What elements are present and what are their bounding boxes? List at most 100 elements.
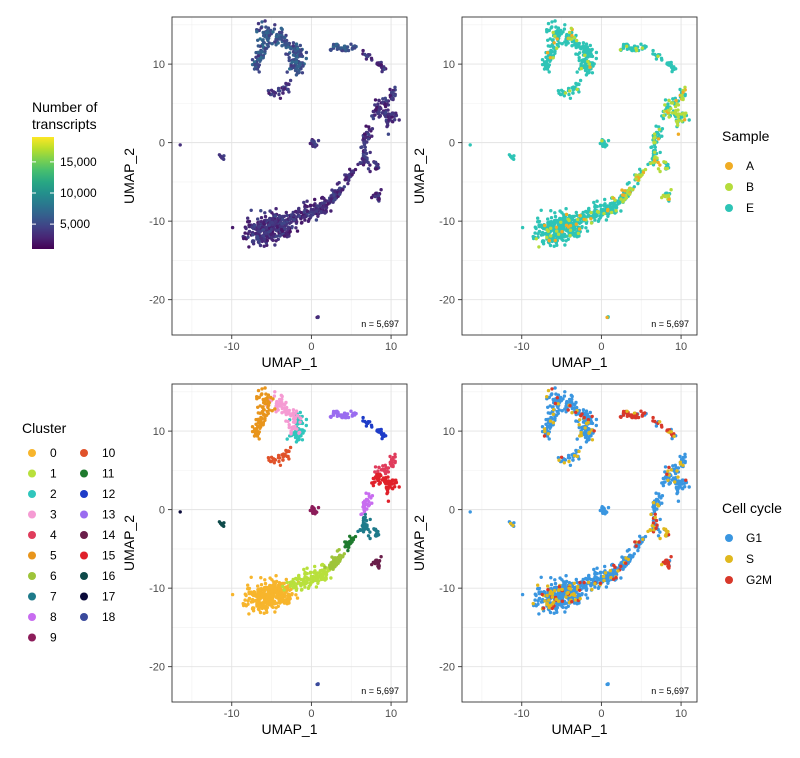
data-point [565, 32, 569, 37]
data-point [287, 56, 291, 60]
data-point [568, 233, 572, 238]
data-point [578, 596, 582, 601]
data-point [593, 215, 597, 219]
data-point [288, 584, 292, 588]
y-tick-label: -20 [149, 295, 165, 307]
data-point [397, 118, 401, 122]
data-point [555, 605, 559, 610]
data-point [657, 500, 661, 504]
data-point [258, 59, 262, 63]
data-point [554, 392, 558, 396]
data-point [393, 452, 397, 456]
data-point [593, 582, 597, 586]
data-point [654, 424, 659, 428]
data-point [550, 595, 555, 599]
data-point [621, 409, 626, 414]
data-point [250, 425, 255, 429]
data-point [674, 98, 678, 103]
data-point [247, 219, 252, 224]
data-point [656, 534, 661, 538]
data-point [263, 49, 267, 53]
data-point [572, 402, 576, 407]
data-point [548, 243, 553, 248]
x-tick-label: 10 [675, 708, 687, 720]
data-point [258, 230, 262, 234]
data-point [310, 506, 314, 510]
data-point [256, 217, 260, 221]
data-point [546, 411, 550, 415]
data-point [346, 415, 351, 420]
data-point [581, 408, 586, 412]
data-point [540, 592, 544, 597]
data-point [566, 590, 570, 595]
legend-key [80, 469, 88, 478]
data-point [303, 203, 307, 208]
data-point [568, 228, 573, 232]
data-point [264, 25, 268, 29]
data-point [291, 41, 296, 45]
data-point [373, 480, 377, 484]
data-point [369, 423, 374, 427]
legend-key [80, 449, 88, 457]
data-point [575, 213, 579, 218]
legend-label: 5 [50, 549, 57, 563]
data-point [584, 421, 589, 426]
data-point [661, 483, 666, 488]
data-point [614, 576, 618, 580]
data-point [282, 87, 287, 91]
data-point [557, 41, 561, 45]
points [468, 386, 691, 687]
data-point [385, 121, 390, 125]
data-point [380, 69, 384, 74]
data-point [368, 150, 372, 155]
data-point [321, 577, 326, 581]
data-point [358, 161, 362, 165]
data-point [639, 42, 643, 46]
data-point [595, 209, 600, 214]
data-point [303, 218, 307, 222]
data-point [675, 488, 680, 492]
data-point [596, 219, 601, 223]
data-point [374, 534, 378, 538]
data-point [305, 209, 310, 213]
data-point [267, 408, 271, 412]
data-point [580, 592, 584, 596]
data-point [304, 417, 309, 422]
data-point [650, 524, 654, 528]
data-point [543, 590, 547, 595]
data-point [339, 413, 343, 417]
data-point [298, 410, 302, 415]
data-point [272, 594, 276, 598]
data-point [257, 608, 261, 612]
colorbar-tick-label: 5,000 [60, 217, 90, 231]
data-point [348, 534, 352, 538]
data-point [374, 191, 378, 195]
data-point [552, 611, 556, 615]
data-point [272, 394, 277, 398]
data-point [605, 315, 609, 320]
data-point [381, 100, 385, 105]
data-point [255, 234, 259, 239]
data-point [272, 227, 276, 231]
data-point [594, 50, 599, 55]
data-point [267, 41, 271, 45]
data-point [287, 221, 292, 225]
data-point [282, 601, 287, 605]
data-point [244, 593, 248, 598]
data-point [576, 584, 580, 589]
data-point [384, 114, 388, 119]
data-point [654, 518, 659, 523]
data-point [329, 564, 333, 568]
data-point [593, 218, 597, 222]
plot-border [461, 383, 698, 703]
legend-key [28, 551, 36, 560]
data-point [613, 198, 617, 202]
data-point [364, 151, 369, 156]
data-point [315, 576, 319, 580]
data-point [282, 234, 287, 238]
data-point [656, 137, 661, 141]
data-point [258, 404, 262, 408]
data-point [311, 511, 315, 515]
